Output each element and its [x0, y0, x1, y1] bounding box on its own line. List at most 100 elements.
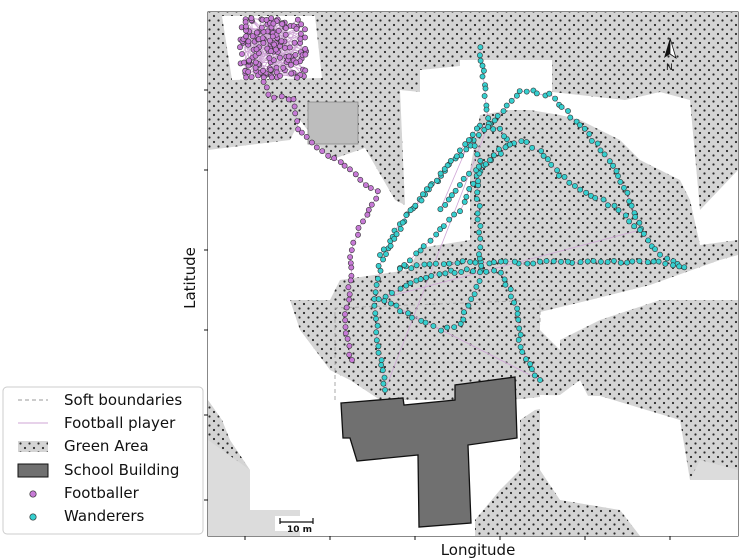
wanderers-point [420, 243, 427, 250]
wanderers-point [477, 157, 484, 164]
footballer-point [342, 311, 348, 318]
wanderers-point [481, 93, 488, 99]
wanderers-point [511, 299, 517, 306]
footballer-point [292, 110, 299, 117]
wanderers-point [388, 289, 395, 296]
wanderers-point [474, 216, 481, 223]
wanderers-point [529, 366, 535, 372]
footballer-point [271, 94, 277, 101]
wanderers-point [662, 260, 669, 267]
footballer-point [294, 16, 301, 23]
wanderers-point [561, 173, 568, 180]
footballer-point [242, 23, 249, 30]
wanderers-point [406, 257, 413, 264]
wanderers-point [565, 108, 571, 114]
footballer-point [290, 96, 297, 103]
wanderers-point [681, 264, 688, 271]
wanderers-points [371, 44, 688, 393]
wanderers-point [524, 260, 531, 267]
wanderers-point [437, 226, 443, 233]
open-areas [208, 16, 738, 536]
wanderers-point [573, 118, 580, 125]
footballer-point [260, 79, 267, 85]
wanderers-point [451, 269, 458, 276]
footballer-point [277, 73, 283, 79]
legend-wanderers: Wanderers [64, 507, 145, 525]
footballer-point [348, 264, 355, 271]
wanderers-point [460, 175, 467, 182]
footballer-point [260, 40, 267, 46]
wanderers-point [399, 219, 406, 226]
footballer-point [346, 166, 353, 173]
wanderers-point [577, 186, 584, 193]
wanderers-point [506, 141, 513, 148]
footballer-point [249, 33, 256, 40]
wanderers-point [468, 296, 475, 302]
wanderers-point [465, 302, 472, 309]
wanderers-point [447, 157, 454, 164]
wanderers-point [475, 132, 482, 138]
wanderers-point [432, 260, 439, 267]
wanderers-point [465, 137, 472, 143]
footballer-point [319, 148, 326, 154]
wanderers-point [451, 324, 458, 330]
wanderers-point [457, 320, 464, 327]
footballer-point [344, 335, 351, 342]
footballer-point [248, 74, 255, 80]
footballer-point [355, 231, 361, 238]
wanderers-point [451, 211, 457, 218]
legend-soft-boundaries: Soft boundaries [64, 391, 182, 409]
wanderers-point [637, 227, 643, 233]
footballer-point [342, 317, 349, 324]
wanderers-point [552, 95, 558, 102]
wanderers-point [463, 193, 470, 200]
legend: Soft boundaries Football player Green Ar… [2, 386, 204, 535]
wanderers-point [507, 293, 514, 300]
wanderers-point [407, 280, 414, 286]
wanderers-point [375, 296, 382, 303]
wanderers-point [476, 251, 482, 258]
footballer-point [279, 21, 285, 27]
wanderers-point [463, 266, 470, 273]
wanderers-point [508, 97, 515, 104]
wanderers-point [454, 260, 461, 266]
wanderers-point [442, 201, 449, 208]
wanderers-point [501, 276, 508, 283]
wanderers-point [586, 131, 593, 137]
footballer-point [331, 155, 337, 162]
footballer-point [302, 51, 309, 58]
wanderers-point [592, 195, 599, 201]
wanderers-point [514, 305, 521, 312]
wanderers-point [523, 356, 529, 363]
wanderers-point [378, 362, 385, 368]
wanderers-point [636, 219, 643, 226]
wanderers-point [471, 142, 478, 149]
wanderers-point [448, 192, 455, 199]
wanderers-point [676, 263, 683, 270]
footballer-point [297, 31, 304, 37]
footballer-point [288, 62, 294, 68]
footballer-point [346, 351, 353, 358]
wanderers-point [530, 260, 537, 267]
wanderers-point [490, 126, 497, 133]
wanderers-point [477, 44, 484, 51]
wanderers-point [500, 108, 507, 114]
wanderers-point [373, 337, 380, 344]
wanderers-point [452, 187, 459, 194]
wanderers-point [537, 377, 543, 383]
wanderers-point [419, 191, 426, 198]
wanderers-point [482, 161, 489, 168]
wanderers-point [418, 197, 425, 204]
axis-ticks [204, 89, 671, 540]
footballer-point [252, 59, 259, 66]
wanderers-point [474, 151, 481, 158]
wanderers-point [503, 102, 510, 109]
footballer-point [269, 33, 276, 40]
footballer-point [346, 296, 352, 303]
wanderers-point [624, 259, 630, 266]
wanderers-point [527, 361, 533, 367]
wanderers-point [657, 251, 663, 258]
wanderers-point [545, 156, 551, 163]
footballer-point [352, 171, 359, 178]
wanderers-point [459, 258, 466, 264]
